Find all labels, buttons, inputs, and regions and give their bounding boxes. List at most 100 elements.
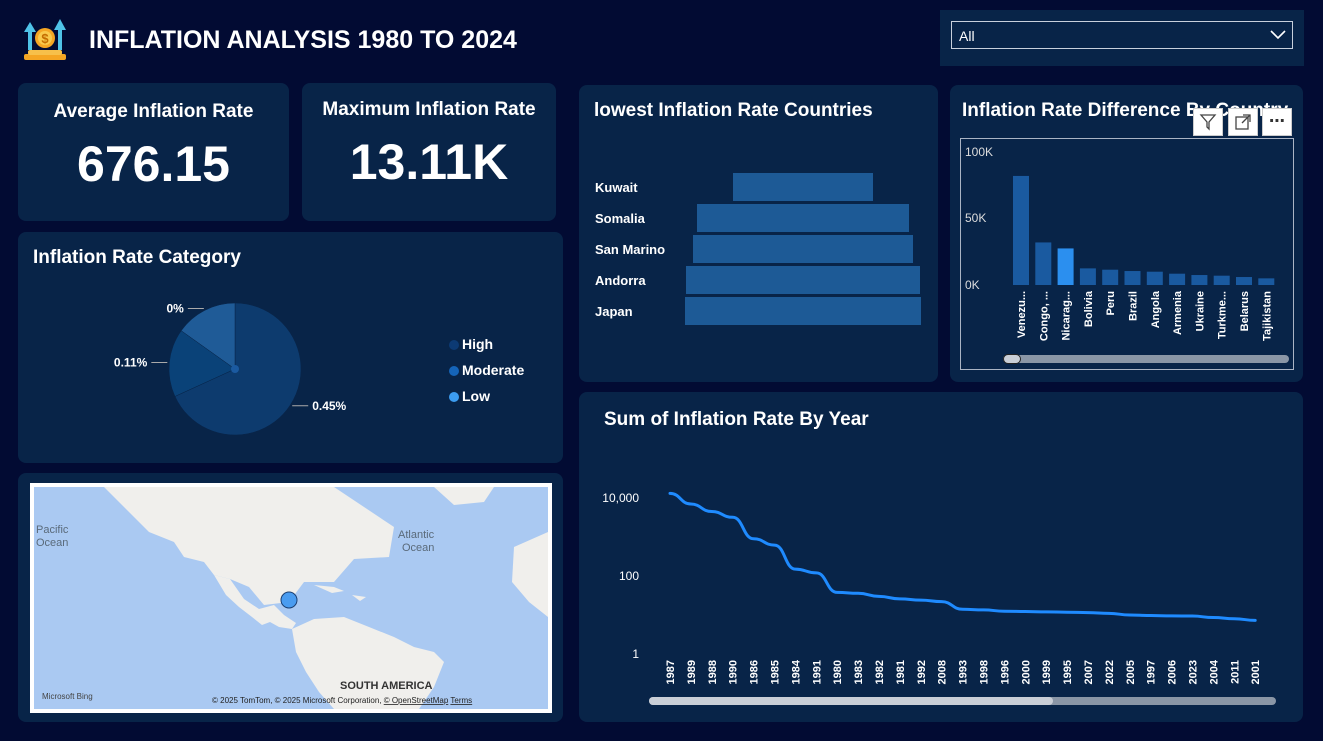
kpi-maximum-label: Maximum Inflation Rate — [322, 99, 536, 120]
category-pie-chart: 0.45% 0.11% 0% — [114, 302, 347, 436]
difference-bar — [1124, 271, 1141, 285]
lowest-bar[interactable] — [696, 204, 910, 232]
lowest-bar[interactable] — [685, 297, 921, 325]
legend-item[interactable]: Moderate — [449, 362, 524, 378]
x-tick-label: 2011 — [1229, 660, 1241, 684]
filter-button[interactable] — [1193, 108, 1223, 136]
more-options-button[interactable]: ⋯ — [1262, 108, 1292, 136]
year-scrollbar-thumb[interactable] — [649, 697, 1053, 705]
lowest-bar-label: Japan — [595, 304, 633, 319]
x-tick-label: 1992 — [916, 660, 928, 684]
x-tick-label: Armenia — [1172, 290, 1184, 335]
y-tick-label: 0K — [965, 278, 980, 292]
lowest-countries-title: lowest Inflation Rate Countries — [594, 100, 873, 121]
pie-slice-label: 0.45% — [312, 399, 346, 413]
x-tick-label: 1990 — [728, 660, 740, 684]
y-tick-label: 100 — [619, 569, 639, 583]
difference-scrollbar[interactable] — [1003, 354, 1289, 364]
difference-bar — [1169, 273, 1186, 285]
x-tick-label: Venezu... — [1016, 291, 1028, 338]
pie-slice-label: 0% — [166, 302, 184, 316]
x-tick-label: 1995 — [1062, 660, 1074, 684]
x-tick-label: 1983 — [853, 660, 865, 684]
country-slicer-dropdown[interactable]: All — [951, 21, 1293, 49]
legend-dot — [449, 366, 459, 376]
x-tick-label: 1998 — [979, 660, 991, 684]
y-tick-label: 50K — [965, 211, 986, 225]
money-growth-icon: $ — [24, 19, 66, 60]
map-label-pacific: Pacific Ocean — [36, 524, 69, 549]
scrollbar-thumb[interactable] — [1003, 354, 1021, 364]
x-tick-label: Angola — [1150, 290, 1162, 328]
year-slicer-panel: All — [940, 10, 1304, 66]
year-trend-line — [668, 491, 1257, 622]
x-tick-label: 1987 — [665, 660, 677, 684]
year-scrollbar[interactable] — [649, 697, 1276, 705]
lowest-bar[interactable] — [733, 173, 873, 201]
legend-label: Moderate — [462, 362, 525, 378]
more-options-icon: ⋯ — [1269, 113, 1285, 130]
year-trend-chart: 10,000 100 1 1987 1989 1988 1990 1986 1985 1984 19… — [602, 491, 1262, 684]
x-tick-label: 1986 — [749, 660, 761, 684]
x-tick-label: Turkme... — [1217, 291, 1229, 339]
kpi-maximum-value: 13.11K — [349, 134, 509, 190]
map-image: Pacific Ocean Atlantic Ocean SOUTH AMERICA… — [34, 487, 548, 709]
map-frame[interactable]: Pacific Ocean Atlantic Ocean SOUTH AMERICA… — [30, 483, 552, 713]
difference-bar — [1191, 275, 1208, 285]
legend-dot — [449, 392, 459, 402]
lowest-bar[interactable] — [693, 235, 913, 263]
y-tick-label: 10,000 — [602, 491, 639, 505]
difference-bar — [1258, 278, 1275, 285]
map-label-south-america: SOUTH AMERICA — [340, 680, 433, 692]
kpi-card-maximum: Maximum Inflation Rate 13.11K — [302, 83, 556, 221]
page-title: INFLATION ANALYSIS 1980 TO 2024 — [89, 26, 517, 54]
legend-label: High — [462, 336, 494, 352]
x-tick-label: 2001 — [1250, 660, 1262, 684]
svg-text:$: $ — [41, 31, 49, 46]
legend-item[interactable]: Low — [449, 388, 490, 404]
x-tick-label: 1997 — [1146, 660, 1158, 684]
map-label-pacific-l1: Pacific — [36, 524, 69, 536]
x-tick-label: Congo, ... — [1038, 291, 1050, 341]
x-tick-label: 2022 — [1104, 660, 1116, 684]
focus-mode-icon — [1235, 114, 1251, 130]
x-tick-label: Ukraine — [1194, 291, 1206, 331]
lowest-bar-label: Andorra — [595, 273, 646, 288]
legend-item[interactable]: High — [449, 336, 493, 352]
x-tick-label: 2023 — [1188, 660, 1200, 684]
x-tick-label: 1981 — [895, 660, 907, 684]
legend-dot — [449, 340, 459, 350]
chevron-down-icon — [1270, 30, 1286, 40]
pie-slice-label: 0.11% — [114, 356, 148, 370]
difference-bar — [1146, 271, 1163, 285]
x-tick-label: Belarus — [1239, 291, 1251, 331]
x-tick-label: 2008 — [937, 660, 949, 684]
map-data-point — [280, 591, 298, 609]
focus-mode-button[interactable] — [1228, 108, 1258, 136]
x-tick-label: 1989 — [686, 660, 698, 684]
x-tick-label: Nicarag... — [1061, 291, 1073, 341]
year-trend-card[interactable]: Sum of Inflation Rate By Year 10,000 100 1… — [579, 392, 1303, 722]
difference-bar — [1013, 175, 1029, 285]
difference-chart-frame: 100K 50K 0K Venezu... Congo, ... Nicarag... Bo… — [960, 138, 1294, 370]
lowest-bar-label: San Marino — [595, 242, 666, 257]
lowest-bar-label: Somalia — [595, 211, 645, 226]
difference-bar — [1079, 268, 1096, 285]
x-tick-label: 1984 — [790, 659, 802, 684]
map-brand: Microsoft Bing — [42, 692, 93, 701]
category-card[interactable]: Inflation Rate Category 0.45% 0.11% 0% Hig… — [18, 232, 563, 463]
y-tick-label: 100K — [965, 145, 993, 159]
slicer-value: All — [959, 28, 975, 44]
x-tick-label: 1988 — [707, 660, 719, 684]
difference-bar — [1236, 277, 1252, 285]
kpi-average-label: Average Inflation Rate — [53, 101, 254, 122]
difference-bar — [1213, 275, 1230, 285]
lowest-bar[interactable] — [686, 266, 920, 294]
legend-label: Low — [462, 388, 490, 404]
x-tick-label: Brazil — [1128, 291, 1140, 321]
map-card[interactable]: Pacific Ocean Atlantic Ocean SOUTH AMERICA… — [18, 473, 563, 722]
lowest-countries-card[interactable]: lowest Inflation Rate Countries Kuwait So… — [579, 85, 938, 382]
map-attribution: © 2025 TomTom, © 2025 Microsoft Corporat… — [212, 696, 472, 705]
map-label-atlantic: Atlantic Ocean — [398, 529, 435, 554]
x-tick-label: Bolivia — [1083, 290, 1095, 327]
